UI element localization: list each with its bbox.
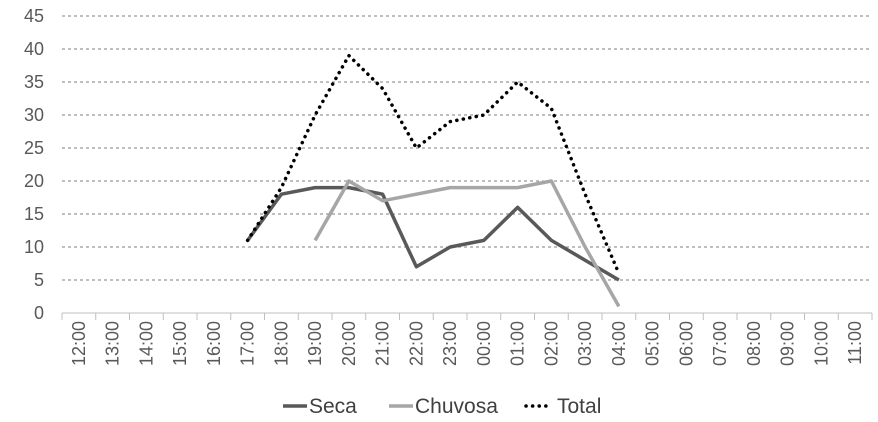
x-tick-label: 06:00 — [676, 321, 696, 366]
x-tick-label: 18:00 — [271, 321, 291, 366]
y-tick-label: 25 — [24, 138, 44, 158]
x-tick-label: 14:00 — [136, 321, 156, 366]
series-line-seca — [246, 185, 620, 282]
y-tick-label: 15 — [24, 204, 44, 224]
x-tick-label: 02:00 — [541, 321, 561, 366]
x-tick-label: 12:00 — [69, 321, 89, 366]
x-tick-label: 09:00 — [778, 321, 798, 366]
legend-label-total: Total — [557, 395, 601, 418]
y-tick-label: 40 — [24, 39, 44, 59]
x-tick-label: 21:00 — [373, 321, 393, 366]
x-tick-label: 00:00 — [474, 321, 494, 366]
x-tick-label: 22:00 — [406, 321, 426, 366]
x-tick-label: 05:00 — [643, 321, 663, 366]
x-tick-label: 01:00 — [508, 321, 528, 366]
x-tick-label: 20:00 — [339, 321, 359, 366]
y-tick-label: 10 — [24, 237, 44, 257]
x-tick-label: 11:00 — [845, 321, 865, 365]
series-line-total — [245, 53, 621, 276]
x-tick-label: 07:00 — [710, 321, 730, 366]
x-tick-label: 13:00 — [103, 321, 123, 366]
y-tick-label: 30 — [24, 105, 44, 125]
legend-label-chuvosa: Chuvosa — [415, 395, 498, 418]
x-tick-label: 17:00 — [238, 321, 258, 366]
legend-label-seca: Seca — [309, 395, 357, 418]
y-tick-label: 0 — [34, 303, 44, 323]
y-tick-label: 5 — [34, 270, 44, 290]
x-tick-label: 19:00 — [305, 321, 325, 366]
x-tick-label: 03:00 — [575, 321, 595, 366]
x-tick-label: 10:00 — [811, 321, 831, 366]
gridlines — [62, 15, 872, 314]
x-tick-label: 04:00 — [609, 321, 629, 366]
y-tick-label: 35 — [24, 72, 44, 92]
x-tick-label: 08:00 — [744, 321, 764, 366]
legend: Seca Chuvosa Total — [283, 395, 601, 418]
x-tick-label: 15:00 — [170, 321, 190, 366]
series-lines — [245, 53, 621, 308]
x-tick-label: 16:00 — [204, 321, 224, 366]
x-tick-label: 23:00 — [440, 321, 460, 366]
y-tick-label: 20 — [24, 171, 44, 191]
series-line-chuvosa — [313, 179, 621, 308]
y-tick-label: 45 — [24, 6, 44, 26]
x-axis: 12:00 13:00 14:00 15:00 16:00 17:00 18:00 19:00… — [61, 313, 873, 366]
y-axis: 0 5 10 15 20 25 30 35 40 45 — [24, 6, 44, 323]
